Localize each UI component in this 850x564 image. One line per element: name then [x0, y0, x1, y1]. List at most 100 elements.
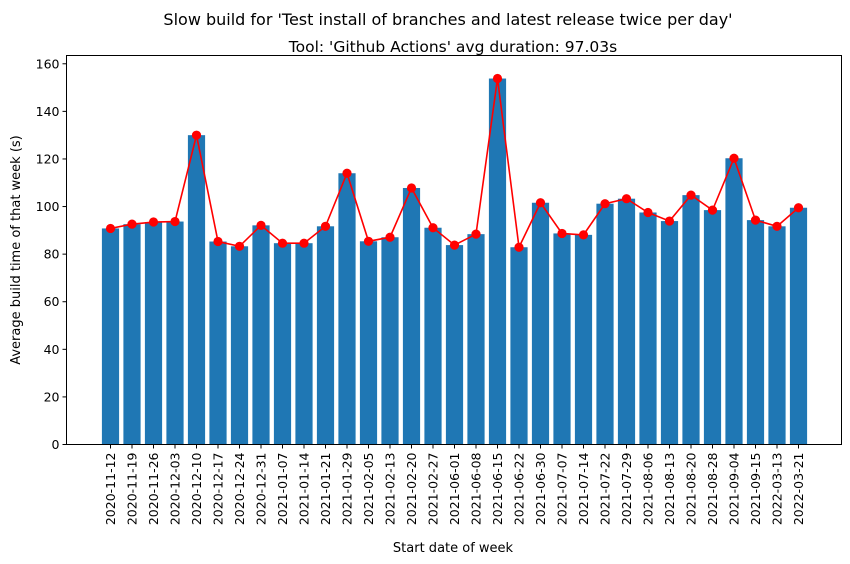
x-tick-label: 2021-02-20	[404, 452, 419, 525]
bar-2020-12-31	[252, 225, 270, 445]
bar-2021-01-07	[273, 243, 292, 445]
x-tick-label: 2021-01-21	[318, 453, 333, 526]
bar-2021-07-07	[553, 233, 571, 445]
y-tick-label: 160	[36, 56, 60, 71]
point-2020-12-17	[213, 236, 223, 247]
bar-2021-02-13	[381, 237, 399, 445]
bar-2021-02-20	[402, 187, 421, 445]
bar-2021-08-28	[703, 210, 722, 445]
plot-frame	[66, 55, 842, 445]
point-2020-12-03	[170, 216, 180, 227]
point-2021-02-27	[428, 223, 438, 233]
y-tick-label: 40	[44, 342, 60, 357]
bar-2020-11-19	[123, 224, 141, 445]
x-tick-label: 2021-07-22	[598, 453, 613, 526]
y-axis: 0 20 40 60 80 100 120 140 160	[36, 56, 67, 452]
x-tick-label: 2021-06-08	[469, 452, 484, 525]
y-tick-label: 140	[36, 104, 60, 119]
point-2020-12-24	[234, 241, 245, 251]
x-tick-label: 2021-02-05	[361, 453, 376, 526]
x-tick-label: 2020-12-03	[168, 453, 183, 526]
bar-2021-01-29	[338, 173, 356, 445]
bar-2020-12-17	[209, 241, 227, 445]
x-tick-label: 2020-12-10	[189, 452, 204, 525]
bar-2021-01-14	[295, 243, 313, 445]
x-tick-label: 2021-08-20	[684, 452, 699, 525]
bar-2021-09-15	[746, 220, 765, 445]
bar-2021-02-27	[424, 227, 442, 445]
point-2021-02-05	[363, 236, 374, 246]
x-tick-label: 2021-08-06	[641, 452, 656, 525]
chart-title: Tool: 'Github Actions' avg duration: 97.…	[288, 38, 617, 56]
bar-2021-01-21	[316, 226, 335, 445]
bar-series	[101, 78, 808, 445]
y-tick-label: 0	[52, 437, 60, 452]
bar-2021-02-05	[359, 241, 378, 445]
point-2021-06-15	[492, 73, 503, 84]
x-tick-label: 2020-11-26	[146, 452, 161, 525]
chart-suptitle: Slow build for 'Test install of branches…	[163, 10, 732, 29]
point-2021-06-01	[449, 240, 460, 250]
point-2021-08-06	[643, 207, 653, 218]
x-tick-label: 2021-02-13	[383, 453, 398, 526]
line-series	[105, 73, 804, 252]
x-tick-label: 2021-01-14	[297, 452, 312, 525]
x-tick-label: 2021-01-07	[275, 453, 290, 526]
point-2021-08-20	[686, 190, 696, 200]
point-2021-08-28	[707, 205, 718, 215]
bar-2020-11-26	[144, 222, 163, 445]
x-tick-label: 2021-06-22	[512, 453, 527, 526]
bar-2021-06-08	[467, 234, 485, 445]
x-tick-label: 2021-09-15	[748, 453, 763, 526]
point-2021-09-04	[729, 153, 739, 163]
point-2021-07-29	[621, 194, 632, 204]
point-2021-02-13	[385, 232, 395, 242]
bar-2021-06-22	[510, 247, 528, 445]
x-tick-label: 2020-12-17	[211, 453, 226, 526]
y-tick-label: 100	[36, 199, 60, 214]
point-2020-11-19	[127, 219, 137, 229]
x-tick-label: 2022-03-21	[791, 453, 806, 526]
point-2022-03-21	[793, 203, 804, 213]
point-2020-11-26	[148, 217, 159, 227]
bar-2021-06-01	[445, 245, 464, 445]
point-2020-12-31	[256, 220, 266, 230]
y-tick-label: 120	[36, 151, 60, 166]
x-tick-label: 2020-11-19	[125, 452, 140, 525]
bar-2021-07-22	[596, 203, 614, 445]
x-tick-label: 2021-08-28	[705, 452, 720, 525]
x-tick-label: 2021-08-13	[662, 453, 677, 526]
x-tick-label: 2021-06-30	[533, 452, 548, 525]
point-2021-02-20	[406, 183, 417, 193]
bar-2021-07-14	[574, 234, 593, 445]
y-tick-label: 80	[44, 247, 60, 262]
bar-2021-06-15	[488, 78, 507, 445]
point-2021-01-21	[320, 221, 331, 231]
y-tick-label: 60	[44, 294, 60, 309]
bar-2021-09-04	[725, 158, 743, 445]
point-2021-01-07	[277, 238, 288, 248]
bar-2020-12-10	[187, 135, 206, 445]
x-axis-label: Start date of week	[393, 541, 514, 556]
point-2021-07-07	[557, 228, 567, 239]
x-tick-label: 2020-12-31	[254, 453, 269, 526]
x-tick-label: 2021-06-15	[490, 453, 505, 526]
y-axis-label: Average build time of that week (s)	[9, 135, 24, 365]
bar-2021-08-20	[682, 195, 700, 445]
x-tick-label: 2022-03-13	[770, 453, 785, 526]
point-2022-03-13	[772, 221, 782, 231]
bar-2022-03-13	[768, 226, 786, 445]
x-tick-label: 2021-07-14	[576, 452, 591, 525]
x-tick-label: 2021-01-29	[340, 452, 355, 525]
point-2021-08-13	[664, 216, 675, 226]
point-2021-07-22	[600, 199, 610, 209]
point-2021-01-29	[342, 168, 352, 178]
point-2020-11-12	[105, 223, 116, 234]
point-2021-01-14	[299, 238, 309, 248]
x-tick-label: 2021-02-27	[426, 453, 441, 526]
y-tick-label: 20	[44, 389, 60, 404]
bar-2022-03-21	[789, 207, 808, 445]
bar-2021-06-30	[531, 202, 550, 445]
bar-2020-12-03	[166, 221, 184, 445]
